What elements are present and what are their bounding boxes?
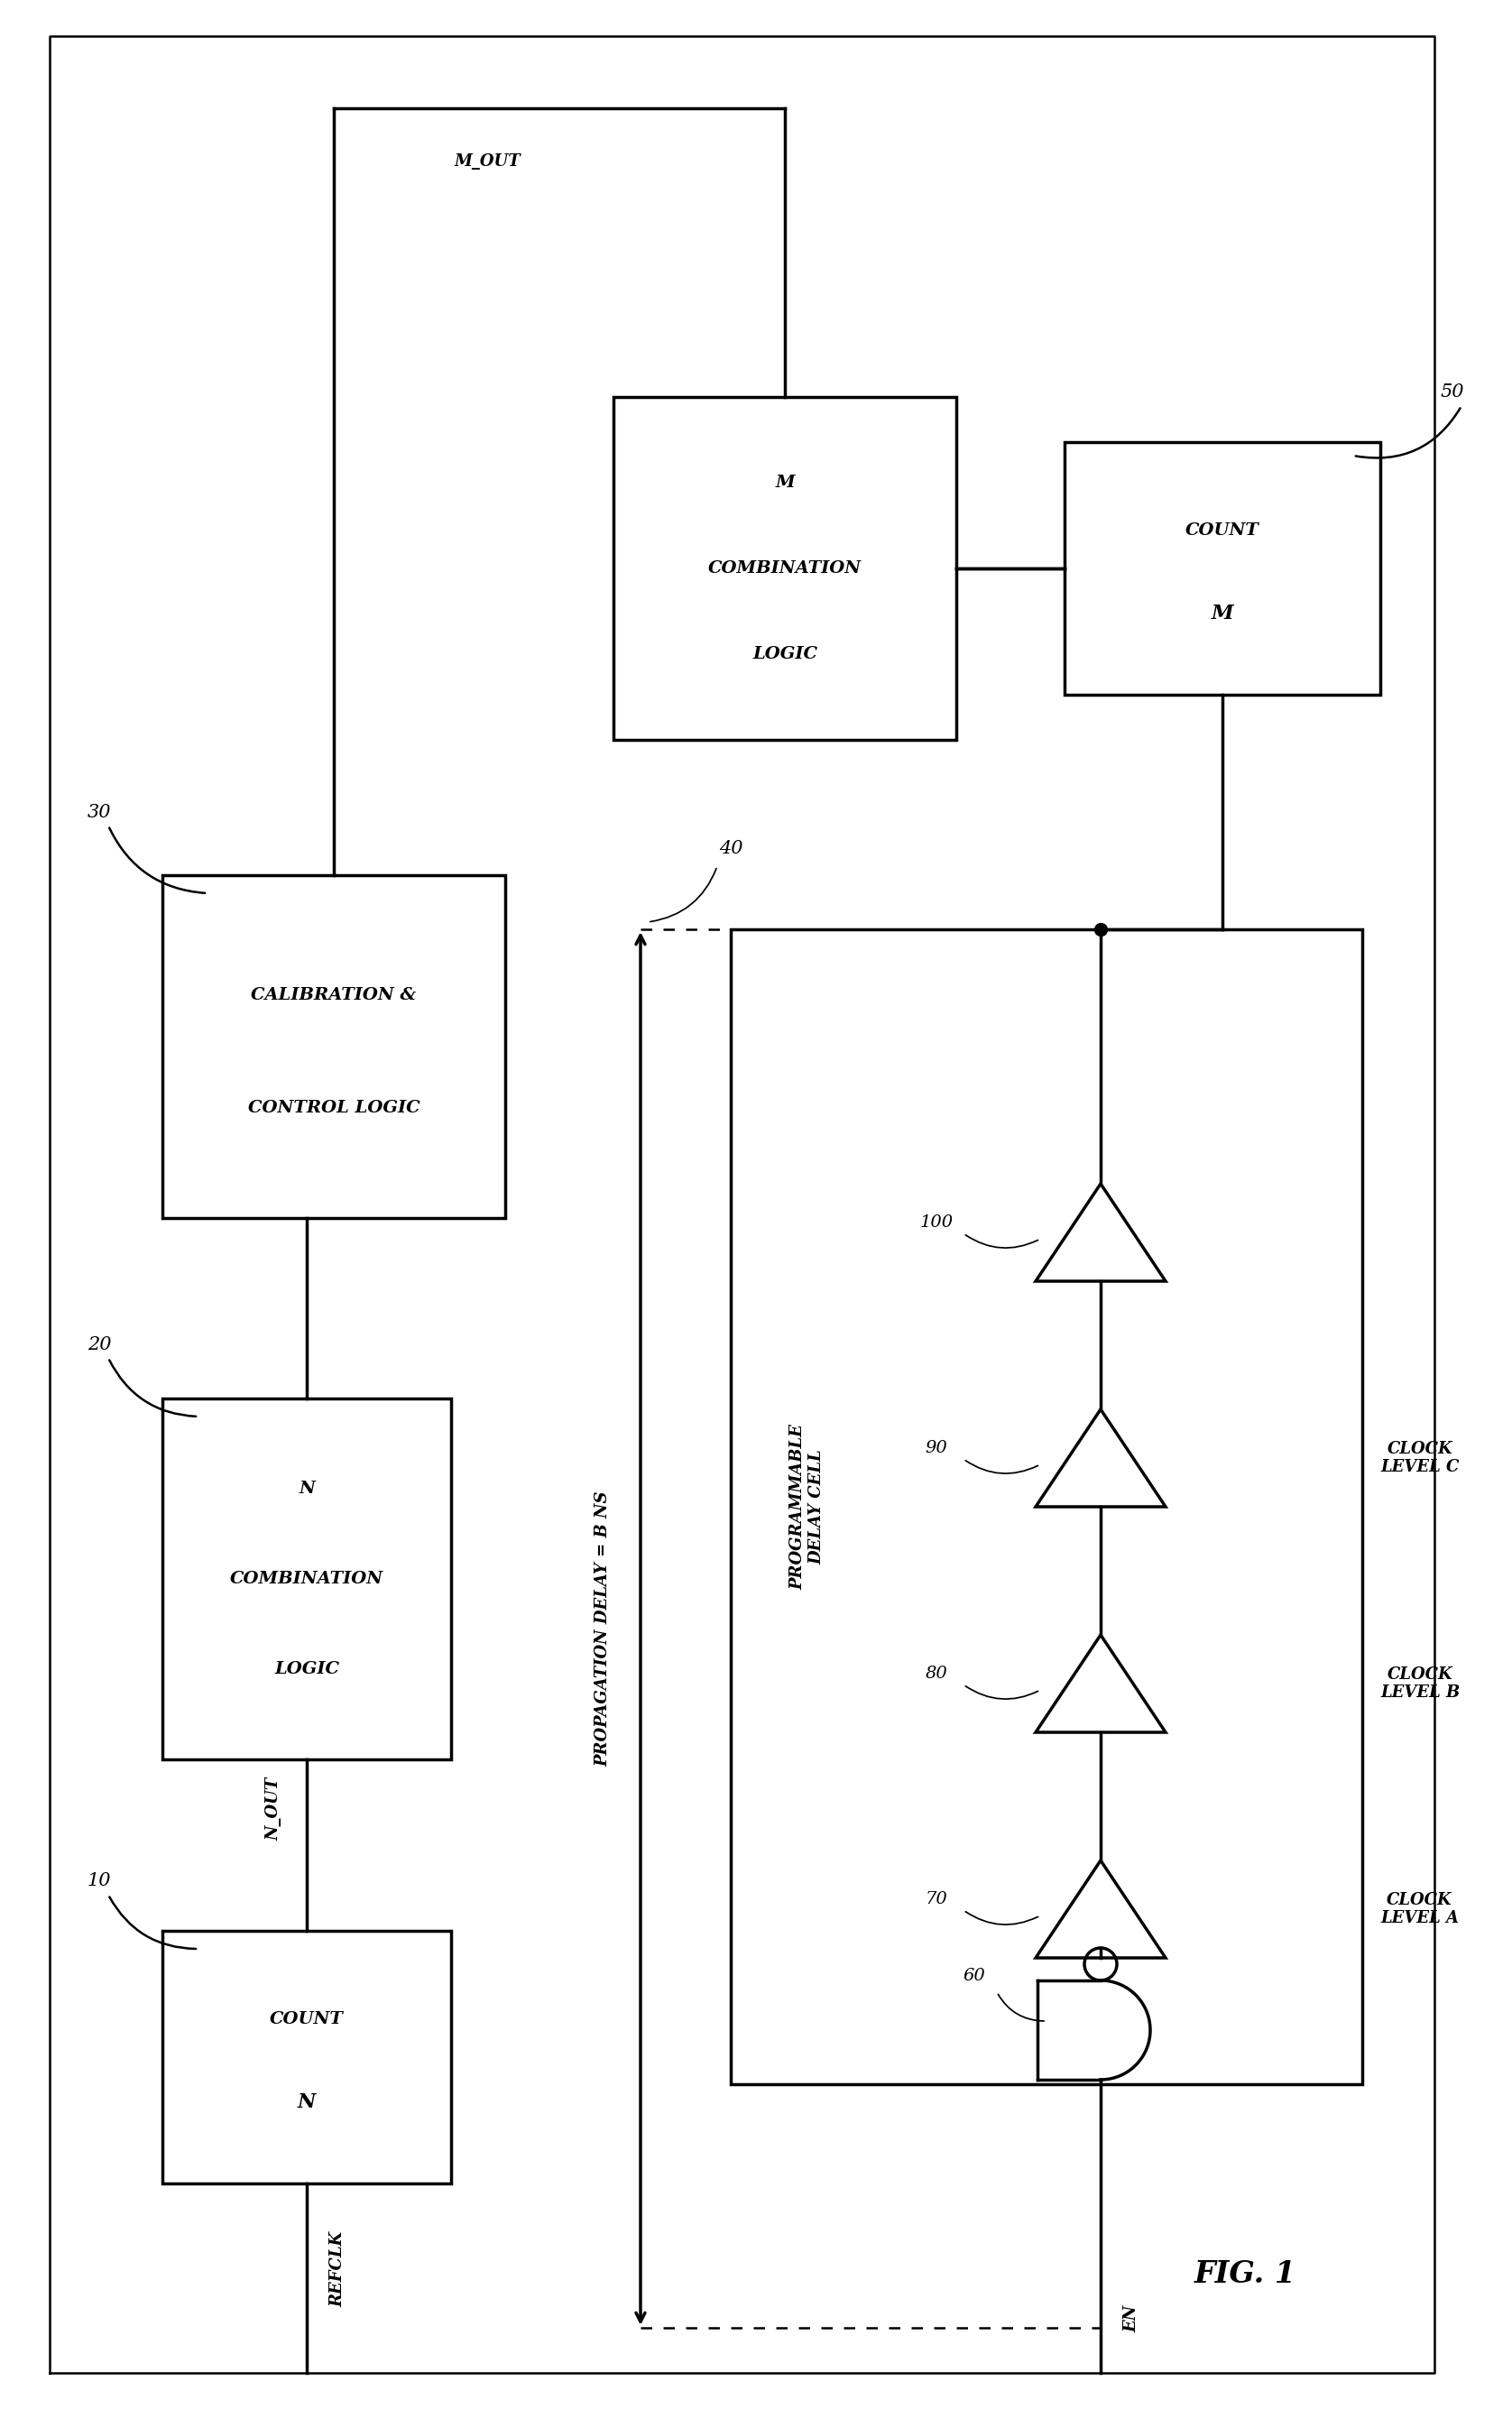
Bar [614,397,956,740]
Text: LOGIC: LOGIC [753,646,818,662]
Text: COMBINATION: COMBINATION [708,561,862,576]
Bar [1064,443,1380,694]
Text: CLOCK
LEVEL A: CLOCK LEVEL A [1380,1891,1459,1927]
Text: M: M [1211,605,1234,624]
Text: CLOCK
LEVEL C: CLOCK LEVEL C [1380,1441,1459,1477]
Text: N: N [299,1482,314,1496]
Text: PROGRAMMABLE
DELAY CELL: PROGRAMMABLE DELAY CELL [789,1424,826,1590]
Bar [162,1400,451,1759]
Text: CONTROL LOGIC: CONTROL LOGIC [248,1101,420,1115]
Bar [730,930,1362,2084]
Text: COUNT: COUNT [1185,523,1259,540]
Text: 10: 10 [88,1872,112,1889]
Text: N_OUT: N_OUT [265,1778,281,1840]
Text: COUNT: COUNT [269,2012,343,2028]
Text: CLOCK
LEVEL B: CLOCK LEVEL B [1380,1667,1461,1701]
Text: EN: EN [1123,2305,1140,2332]
Text: LOGIC: LOGIC [274,1662,339,1677]
Text: 30: 30 [88,805,112,821]
Text: FIG. 1: FIG. 1 [1194,2260,1296,2289]
Text: 60: 60 [963,1968,986,1985]
Text: 50: 50 [1441,383,1465,400]
Text: 40: 40 [718,841,742,858]
Text: M: M [776,475,795,491]
Text: CALIBRATION &: CALIBRATION & [251,988,416,1002]
Bar [162,874,505,1219]
Text: COMBINATION: COMBINATION [230,1571,384,1588]
Text: 20: 20 [88,1335,112,1354]
Text: 80: 80 [925,1665,948,1681]
Text: 70: 70 [925,1891,948,1908]
Text: M_OUT: M_OUT [454,154,520,169]
Text: 90: 90 [925,1441,948,1457]
Bar [162,1930,451,2183]
Text: 100: 100 [919,1214,953,1231]
Text: N: N [298,2093,316,2113]
Text: REFCLK: REFCLK [330,2231,346,2308]
Text: PROPAGATION DELAY = B NS: PROPAGATION DELAY = B NS [594,1491,611,1766]
